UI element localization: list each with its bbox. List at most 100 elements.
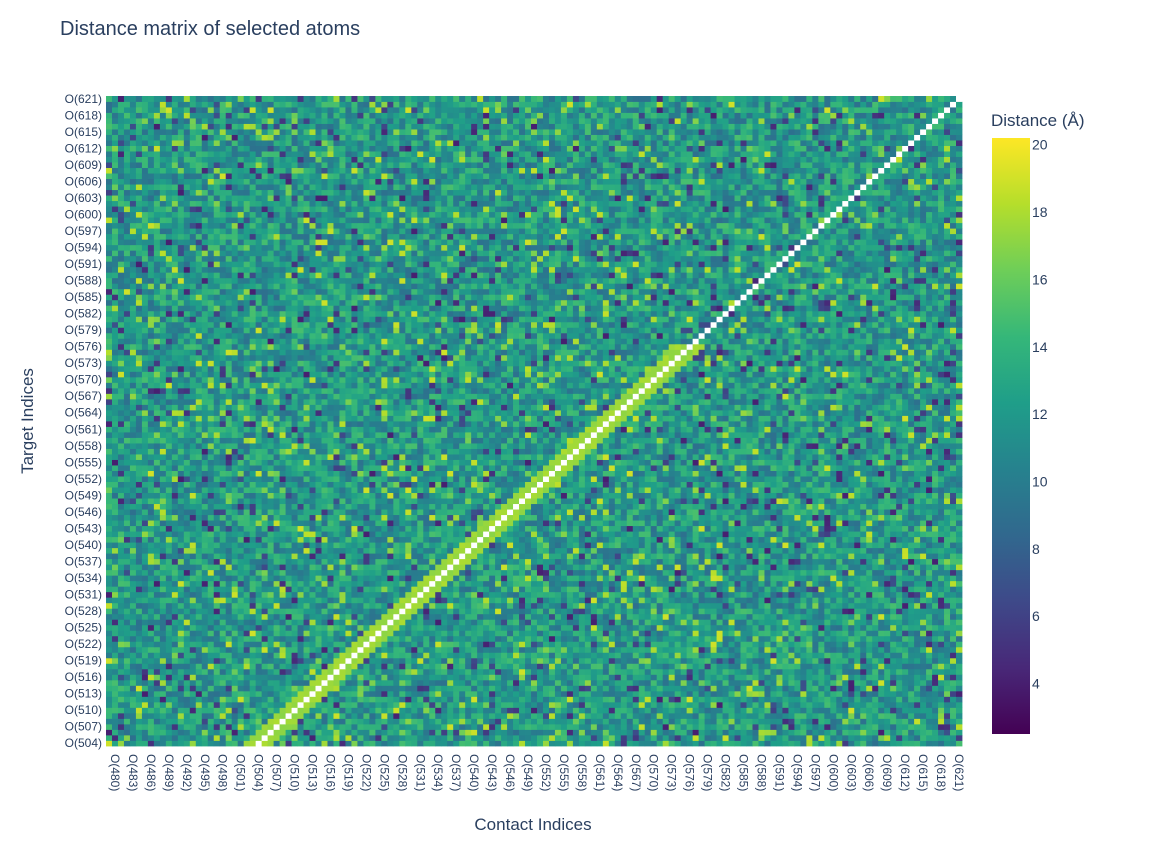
heatmap-cell [201, 564, 209, 571]
heatmap-cell [722, 685, 729, 692]
heatmap-cell [309, 564, 316, 571]
heatmap-cell [261, 558, 269, 565]
heatmap-cell [423, 696, 430, 703]
heatmap-cell [674, 586, 682, 593]
heatmap-cell [602, 668, 610, 675]
heatmap-cell [596, 624, 604, 631]
heatmap-cell [261, 657, 269, 664]
heatmap-cell [758, 690, 765, 697]
heatmap-cell [315, 701, 322, 708]
heatmap-cell [812, 624, 819, 631]
heatmap-cell [477, 553, 484, 560]
heatmap-cell [357, 729, 364, 736]
heatmap-cell [225, 608, 233, 615]
heatmap-cell [782, 591, 789, 598]
heatmap-cell [231, 580, 239, 587]
heatmap-cell [363, 740, 370, 747]
heatmap-cell [177, 580, 185, 587]
heatmap-cell [477, 608, 484, 615]
heatmap-cell [584, 674, 592, 681]
heatmap-cell [710, 613, 717, 620]
heatmap-cell [171, 696, 179, 703]
heatmap-cell [920, 729, 927, 736]
heatmap-cell [836, 674, 843, 681]
heatmap-cell [291, 630, 298, 637]
heatmap-cell [752, 613, 759, 620]
heatmap-cell [459, 569, 466, 576]
heatmap-cell [560, 663, 568, 670]
heatmap-cell [345, 707, 352, 714]
heatmap-cell [135, 580, 143, 587]
heatmap-cell [363, 602, 370, 609]
heatmap-cell [638, 729, 646, 736]
heatmap-cell [513, 624, 520, 631]
heatmap-cell [548, 652, 556, 659]
heatmap-cell [519, 575, 526, 582]
heatmap-cell [231, 558, 239, 565]
heatmap-cell [219, 619, 227, 626]
heatmap-cell [896, 652, 903, 659]
heatmap-cell [477, 668, 484, 675]
heatmap-cell [477, 630, 484, 637]
heatmap-cell [279, 613, 286, 620]
heatmap-cell [884, 652, 891, 659]
heatmap-cell [758, 597, 765, 604]
heatmap-cell [866, 575, 873, 582]
heatmap-cell [692, 674, 700, 681]
heatmap-cell [956, 723, 963, 730]
heatmap-cell [243, 723, 251, 730]
heatmap-cell [429, 635, 436, 642]
heatmap-cell [602, 707, 610, 714]
heatmap-cell [800, 712, 807, 719]
heatmap-cell [788, 723, 795, 730]
heatmap-cell [357, 740, 364, 747]
heatmap-cell [860, 729, 867, 736]
heatmap-cell [106, 569, 113, 576]
heatmap-cell [884, 597, 891, 604]
heatmap-cell [351, 740, 358, 747]
heatmap-cell [111, 597, 119, 604]
heatmap-cell [363, 668, 370, 675]
heatmap-cell [758, 657, 765, 664]
heatmap-cell [878, 591, 885, 598]
heatmap-cell [363, 663, 370, 670]
heatmap-cell [674, 696, 682, 703]
heatmap-cell [453, 619, 460, 626]
heatmap-cell [261, 569, 269, 576]
heatmap-cell [159, 668, 167, 675]
heatmap-cell [794, 553, 801, 560]
heatmap-cell [896, 701, 903, 708]
heatmap-cell [483, 564, 490, 571]
heatmap-cell [842, 652, 849, 659]
heatmap-cell [872, 701, 879, 708]
heatmap-cell [926, 685, 933, 692]
heatmap-cell [363, 696, 370, 703]
heatmap-cell [920, 630, 927, 637]
heatmap-cell [746, 712, 753, 719]
heatmap-cell [453, 674, 460, 681]
heatmap-cell [351, 734, 358, 741]
heatmap-cell [513, 663, 520, 670]
heatmap-cell [411, 575, 418, 582]
heatmap-cell [237, 553, 245, 560]
heatmap-cell [740, 674, 747, 681]
heatmap-cell [890, 591, 897, 598]
heatmap-cell [692, 740, 700, 747]
heatmap-cell [698, 712, 706, 719]
heatmap-cell [890, 679, 897, 686]
heatmap-cell [357, 564, 364, 571]
heatmap-cell [201, 740, 209, 747]
heatmap-cell [183, 630, 191, 637]
heatmap-cell [333, 646, 340, 653]
heatmap-cell [674, 619, 682, 626]
heatmap-cell [914, 580, 921, 587]
heatmap-cell [614, 740, 622, 747]
heatmap-cell [327, 624, 334, 631]
heatmap-cell [357, 668, 364, 675]
heatmap-cell [842, 668, 849, 675]
heatmap-cell [405, 575, 412, 582]
heatmap-cell [195, 580, 203, 587]
heatmap-cell [812, 586, 819, 593]
heatmap-cell [106, 690, 113, 697]
heatmap-cell [441, 668, 448, 675]
